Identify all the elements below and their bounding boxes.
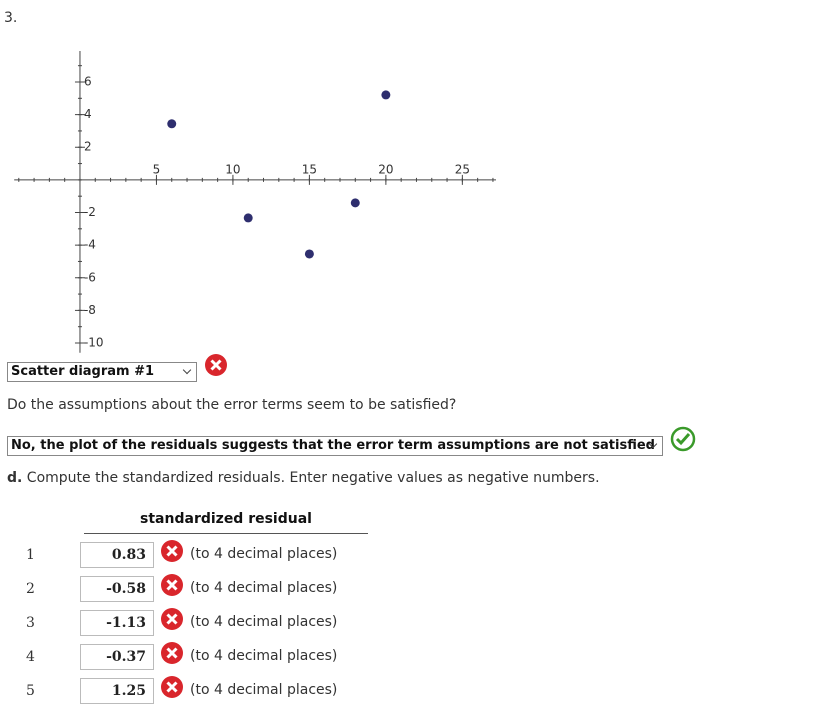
row-index: 5 <box>26 683 35 699</box>
y-tick-label: -10 <box>84 336 104 350</box>
point <box>167 119 177 129</box>
part-d: d. Compute the standardized residuals. E… <box>7 470 600 486</box>
precision-note: (to 4 decimal places) <box>190 614 338 630</box>
y-tick-label: -8 <box>84 303 96 317</box>
answer-input[interactable]: -0.37 <box>80 644 154 670</box>
answer-input[interactable]: 1.25 <box>80 678 154 704</box>
assumption-select[interactable]: No, the plot of the residuals suggests t… <box>7 436 663 456</box>
wrong-icon <box>161 642 183 664</box>
x-tick-label: 15 <box>302 162 317 176</box>
point <box>350 198 360 208</box>
row-index: 4 <box>26 649 35 665</box>
row-index: 3 <box>26 615 35 631</box>
correct-icon <box>670 426 696 452</box>
scatter-select[interactable]: Scatter diagram #1 <box>7 362 197 382</box>
y-tick-label: -6 <box>84 270 96 284</box>
row-index: 1 <box>26 547 35 563</box>
precision-note: (to 4 decimal places) <box>190 580 338 596</box>
precision-note: (to 4 decimal places) <box>190 546 338 562</box>
row-index: 2 <box>26 581 35 597</box>
y-tick-label: 6 <box>84 74 92 88</box>
y-tick-label: 4 <box>84 107 92 121</box>
part-label: d. <box>7 470 23 486</box>
wrong-icon <box>161 608 183 630</box>
question-number: 3. <box>4 10 18 26</box>
wrong-icon <box>161 574 183 596</box>
y-tick-label: -2 <box>84 205 96 219</box>
precision-note: (to 4 decimal places) <box>190 682 338 698</box>
table-header: standardized residual <box>84 511 368 534</box>
scatter-chart: 5 10 15 20 25 6 4 2 -2 -4 -6 -8 -10 <box>14 51 496 353</box>
x-tick-label: 10 <box>225 162 240 176</box>
x-tick-label: 25 <box>455 162 470 176</box>
y-tick-label: 2 <box>84 140 92 154</box>
precision-note: (to 4 decimal places) <box>190 648 338 664</box>
wrong-icon <box>161 540 183 562</box>
answer-input[interactable]: 0.83 <box>80 542 154 568</box>
answer-input[interactable]: -1.13 <box>80 610 154 636</box>
x-tick-label: 20 <box>378 162 393 176</box>
answer-input[interactable]: -0.58 <box>80 576 154 602</box>
wrong-icon <box>161 676 183 698</box>
x-tick-label: 5 <box>153 162 161 176</box>
assumption-question: Do the assumptions about the error terms… <box>7 397 457 413</box>
point <box>381 90 391 100</box>
part-text: Compute the standardized residuals. Ente… <box>26 470 600 486</box>
point <box>243 213 253 223</box>
y-tick-label: -4 <box>84 238 96 252</box>
point <box>304 249 314 259</box>
wrong-icon <box>205 354 227 376</box>
